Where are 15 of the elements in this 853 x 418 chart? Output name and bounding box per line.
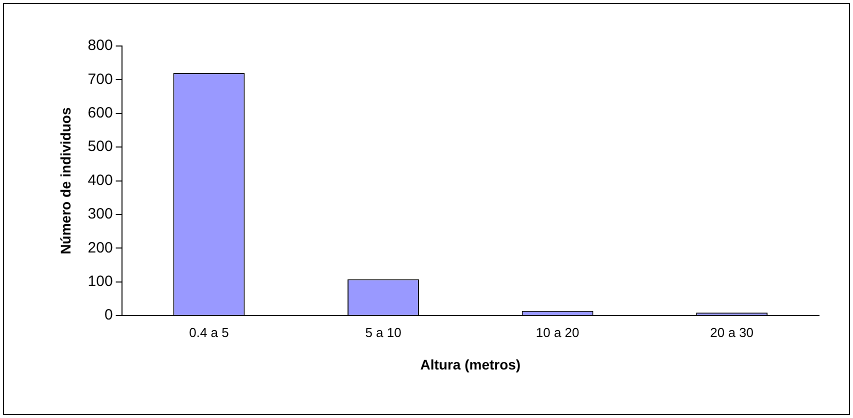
y-tick-label: 400 xyxy=(88,172,113,189)
y-tick-label: 300 xyxy=(88,206,113,223)
y-tick-label: 500 xyxy=(88,138,113,156)
y-axis-title: Número de individuos xyxy=(57,107,74,254)
x-tick-label: 5 a 10 xyxy=(365,324,402,340)
y-tick-label: 600 xyxy=(88,104,113,122)
y-tick-label: 700 xyxy=(88,70,113,88)
x-tick-label: 20 a 30 xyxy=(710,324,754,340)
x-axis-title: Altura (metros) xyxy=(420,356,521,372)
x-tick-label: 0.4 a 5 xyxy=(189,324,229,340)
y-tick-label: 200 xyxy=(88,239,113,256)
x-tick-label: 10 a 20 xyxy=(536,324,580,340)
y-tick-label: 0 xyxy=(104,306,113,324)
y-tick-label: 100 xyxy=(88,273,113,290)
y-tick-label: 800 xyxy=(88,37,113,54)
